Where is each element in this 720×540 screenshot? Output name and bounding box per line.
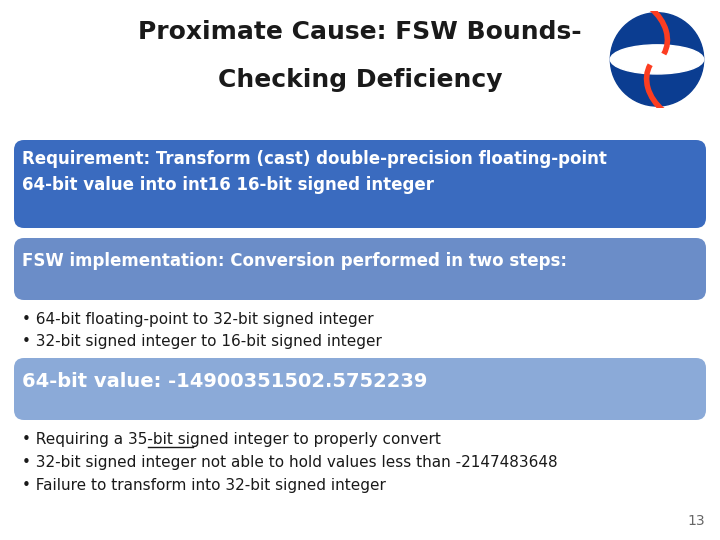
Text: FSW implementation: Conversion performed in two steps:: FSW implementation: Conversion performed… [22, 252, 567, 270]
Text: • Requiring a 35-bit signed integer to properly convert: • Requiring a 35-bit signed integer to p… [22, 432, 441, 447]
Text: • 32-bit signed integer to 16-bit signed integer: • 32-bit signed integer to 16-bit signed… [22, 334, 382, 349]
Text: Requirement: Transform (cast) double-precision floating-point: Requirement: Transform (cast) double-pre… [22, 150, 607, 168]
Text: • Failure to transform into 32-bit signed integer: • Failure to transform into 32-bit signe… [22, 478, 386, 493]
FancyBboxPatch shape [14, 358, 706, 420]
Text: • 64-bit floating-point to 32-bit signed integer: • 64-bit floating-point to 32-bit signed… [22, 312, 374, 327]
Text: 13: 13 [688, 514, 705, 528]
FancyBboxPatch shape [14, 140, 706, 228]
FancyBboxPatch shape [14, 238, 706, 300]
Text: NASA: NASA [642, 55, 672, 64]
Text: Checking Deficiency: Checking Deficiency [217, 68, 503, 92]
Text: • 32-bit signed integer not able to hold values less than -2147483648: • 32-bit signed integer not able to hold… [22, 455, 557, 470]
Ellipse shape [611, 45, 703, 74]
Text: 64-bit value into int16 16-bit signed integer: 64-bit value into int16 16-bit signed in… [22, 176, 434, 194]
Circle shape [611, 13, 703, 106]
Text: Proximate Cause: FSW Bounds-: Proximate Cause: FSW Bounds- [138, 20, 582, 44]
Text: 64-bit value: -14900351502.5752239: 64-bit value: -14900351502.5752239 [22, 372, 428, 391]
